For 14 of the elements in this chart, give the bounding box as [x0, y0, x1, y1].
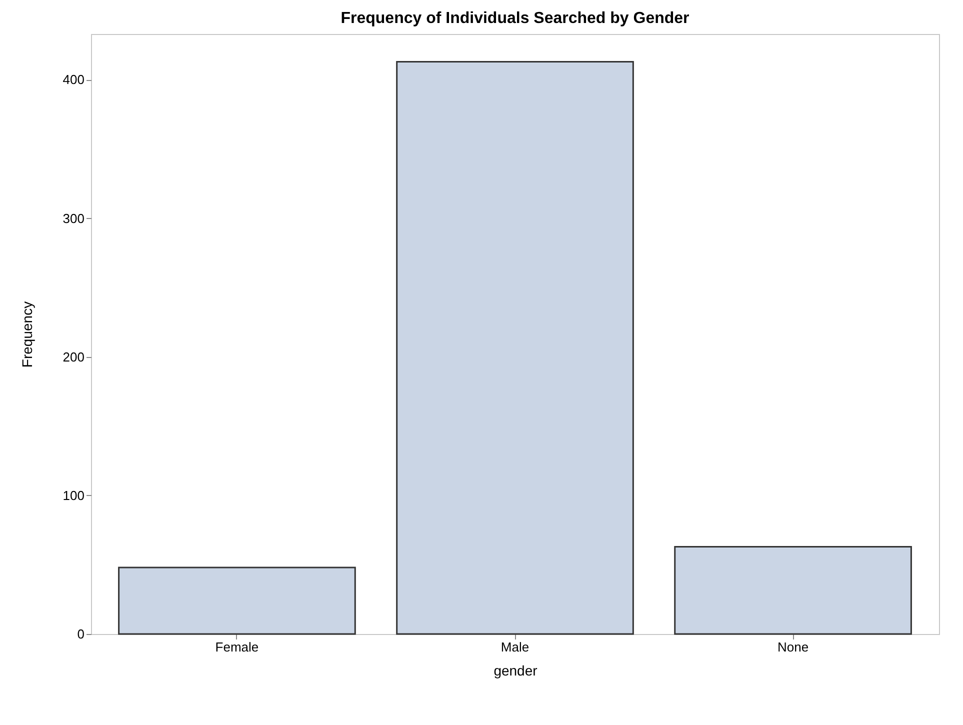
x-tick-label: None	[777, 640, 809, 654]
y-tick-label: 200	[62, 349, 84, 364]
y-tick-label: 400	[62, 72, 84, 88]
y-axis-title: Frequency	[18, 301, 35, 368]
x-tick-label: Female	[215, 640, 259, 654]
bar	[118, 566, 356, 635]
x-tick-label: Male	[500, 640, 530, 654]
chart-title: Frequency of Individuals Searched by Gender	[340, 10, 690, 27]
y-tick-label: 300	[62, 210, 84, 226]
bar	[674, 546, 912, 635]
bar	[396, 60, 634, 635]
x-axis-title: gender	[494, 662, 538, 678]
y-tick-label: 0	[77, 626, 84, 642]
y-tick-label: 100	[62, 488, 84, 503]
